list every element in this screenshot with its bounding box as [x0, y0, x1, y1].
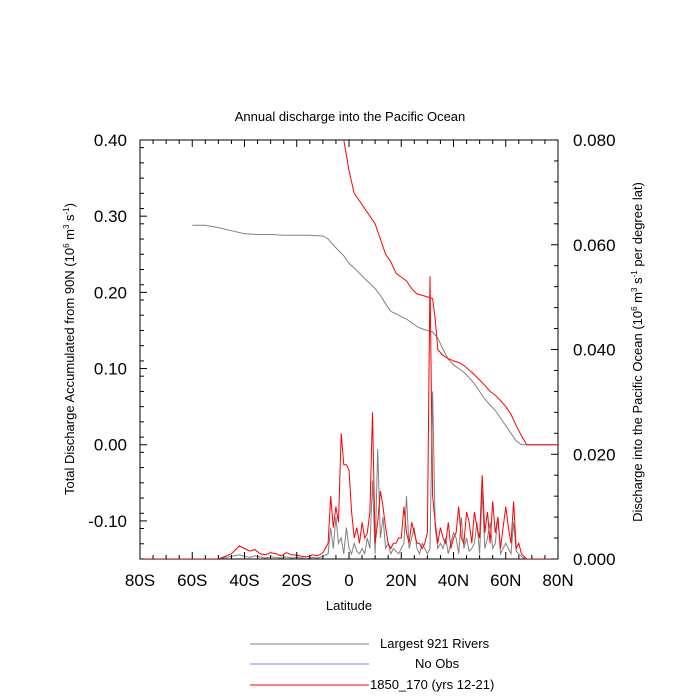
- y-left-label-sup2: 3: [62, 224, 71, 229]
- x-tick-label: 40S: [229, 571, 259, 590]
- y-left-tick-label: 0.10: [94, 360, 127, 379]
- chart-title: Annual discharge into the Pacific Ocean: [235, 109, 466, 124]
- y-left-label-sup3: -1: [62, 207, 71, 215]
- x-tick-label: 80S: [125, 571, 155, 590]
- y-right-label-post: per degree lat): [630, 182, 645, 270]
- y-left-tick-label: 0.00: [94, 436, 127, 455]
- x-tick-label: 20N: [386, 571, 417, 590]
- x-axis-label: Latitude: [326, 598, 372, 613]
- y-left-label-mid2: s: [62, 214, 77, 225]
- y-left-tick-label: 0.40: [94, 131, 127, 150]
- y-right-tick-label: 0.020: [573, 445, 616, 464]
- y-right-tick-label: 0.040: [573, 341, 616, 360]
- y-right-label-sup1: 6: [630, 306, 639, 311]
- y-right-tick-label: 0.060: [573, 236, 616, 255]
- y-axis-left-label: Total Discharge Accumulated from 90N (10…: [62, 203, 77, 495]
- series-line-1850-170-yrs-12-21-left-axis: [343, 140, 558, 446]
- x-tick-label: 80N: [542, 571, 573, 590]
- series-line-largest-921-rivers-right-axis: [140, 391, 558, 559]
- series-line-1850-170-yrs-12-21-right-axis: [140, 276, 558, 559]
- y-left-label-post: ): [62, 203, 77, 207]
- x-tick-label: 40N: [438, 571, 469, 590]
- x-tick-label: 60N: [490, 571, 521, 590]
- ticks-layer: 80S 60S 40S 20S 0 20N 40N 60N 80N -0.10 0.00 0.10 0.…: [88, 131, 615, 590]
- plot-frame: [139, 139, 559, 560]
- y-left-tick-label: 0.30: [94, 207, 127, 226]
- y-left-tick-label: 0.20: [94, 283, 127, 302]
- legend-label-no-obs: No Obs: [415, 656, 460, 671]
- y-right-label-sup2: 3: [630, 287, 639, 292]
- x-tick-label: 0: [344, 571, 353, 590]
- y-right-tick-label: 0.000: [573, 550, 616, 569]
- data-layer: [140, 140, 558, 559]
- y-right-tick-label: 0.080: [573, 131, 616, 150]
- y-right-label-mid: m: [630, 292, 645, 306]
- y-left-tick-label: -0.10: [88, 512, 127, 531]
- x-tick-label: 60S: [177, 571, 207, 590]
- x-tick-label: 20S: [282, 571, 312, 590]
- y-axis-right-label: Discharge into the Pacific Ocean (106 m3…: [630, 182, 645, 522]
- legend: Largest 921 Rivers No Obs 1850_170 (yrs …: [250, 636, 494, 692]
- legend-label-largest-921-rivers: Largest 921 Rivers: [380, 636, 490, 651]
- y-left-label-sup1: 6: [62, 243, 71, 248]
- legend-label-1850-170: 1850_170 (yrs 12-21): [370, 677, 494, 692]
- y-right-label-mid2: s: [630, 277, 645, 288]
- y-left-label-mid: m: [62, 229, 77, 243]
- y-right-label-sup3: -1: [630, 270, 639, 278]
- y-left-label-pre: Total Discharge Accumulated from 90N (10: [62, 248, 77, 495]
- y-right-label-pre: Discharge into the Pacific Ocean (10: [630, 311, 645, 522]
- series-line-largest-921-rivers-left-axis: [192, 224, 558, 446]
